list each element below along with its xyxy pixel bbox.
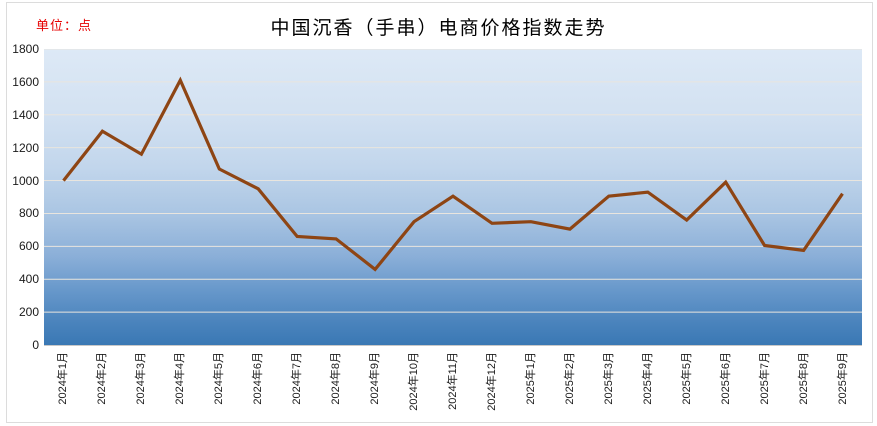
y-axis-label: 800 <box>18 206 39 221</box>
x-axis-label: 2025年4月 <box>641 352 654 405</box>
x-axis-label: 2024年3月 <box>135 352 148 405</box>
x-axis-label: 2024年5月 <box>213 352 226 405</box>
y-axis-label: 0 <box>32 338 39 352</box>
y-axis-label: 1200 <box>12 140 39 155</box>
x-axis-label: 2024年10月 <box>408 352 421 411</box>
x-axis-label: 2024年9月 <box>369 352 382 405</box>
x-axis-label: 2024年7月 <box>291 352 304 405</box>
unit-label: 单位：点 <box>36 18 93 33</box>
plot-area <box>44 49 862 346</box>
price-line <box>62 76 844 272</box>
y-axis-label: 600 <box>18 239 39 254</box>
y-axis-label: 1800 <box>12 42 39 56</box>
x-axis-label: 2024年4月 <box>174 352 187 405</box>
x-axis-label: 2025年2月 <box>563 352 576 405</box>
x-axis-label: 2025年6月 <box>719 352 732 405</box>
chart-title: 中国沉香（手串）电商价格指数走势 <box>270 18 607 39</box>
x-axis-label: 2025年7月 <box>758 352 771 405</box>
x-axis-label: 2024年1月 <box>57 352 70 405</box>
x-axis-label: 2024年8月 <box>330 352 343 405</box>
y-axis-label: 400 <box>18 272 39 287</box>
y-axis-label: 200 <box>18 305 39 320</box>
y-axis-label: 1000 <box>12 173 39 188</box>
x-axis-label: 2024年11月 <box>447 352 459 410</box>
y-axis-label: 1400 <box>12 107 39 122</box>
x-axis-label: 2024年12月 <box>485 352 498 411</box>
x-axis-label: 2025年5月 <box>680 352 693 405</box>
x-axis-label: 2024年2月 <box>96 352 109 405</box>
y-axis-label: 1600 <box>12 74 39 89</box>
x-axis-label: 2025年1月 <box>524 352 537 405</box>
x-axis-label: 2025年9月 <box>836 352 849 405</box>
x-axis-label: 2024年6月 <box>252 352 265 405</box>
price-index-line-chart <box>44 49 862 345</box>
x-axis-label: 2025年8月 <box>797 352 810 405</box>
x-axis-label: 2025年3月 <box>602 352 615 405</box>
